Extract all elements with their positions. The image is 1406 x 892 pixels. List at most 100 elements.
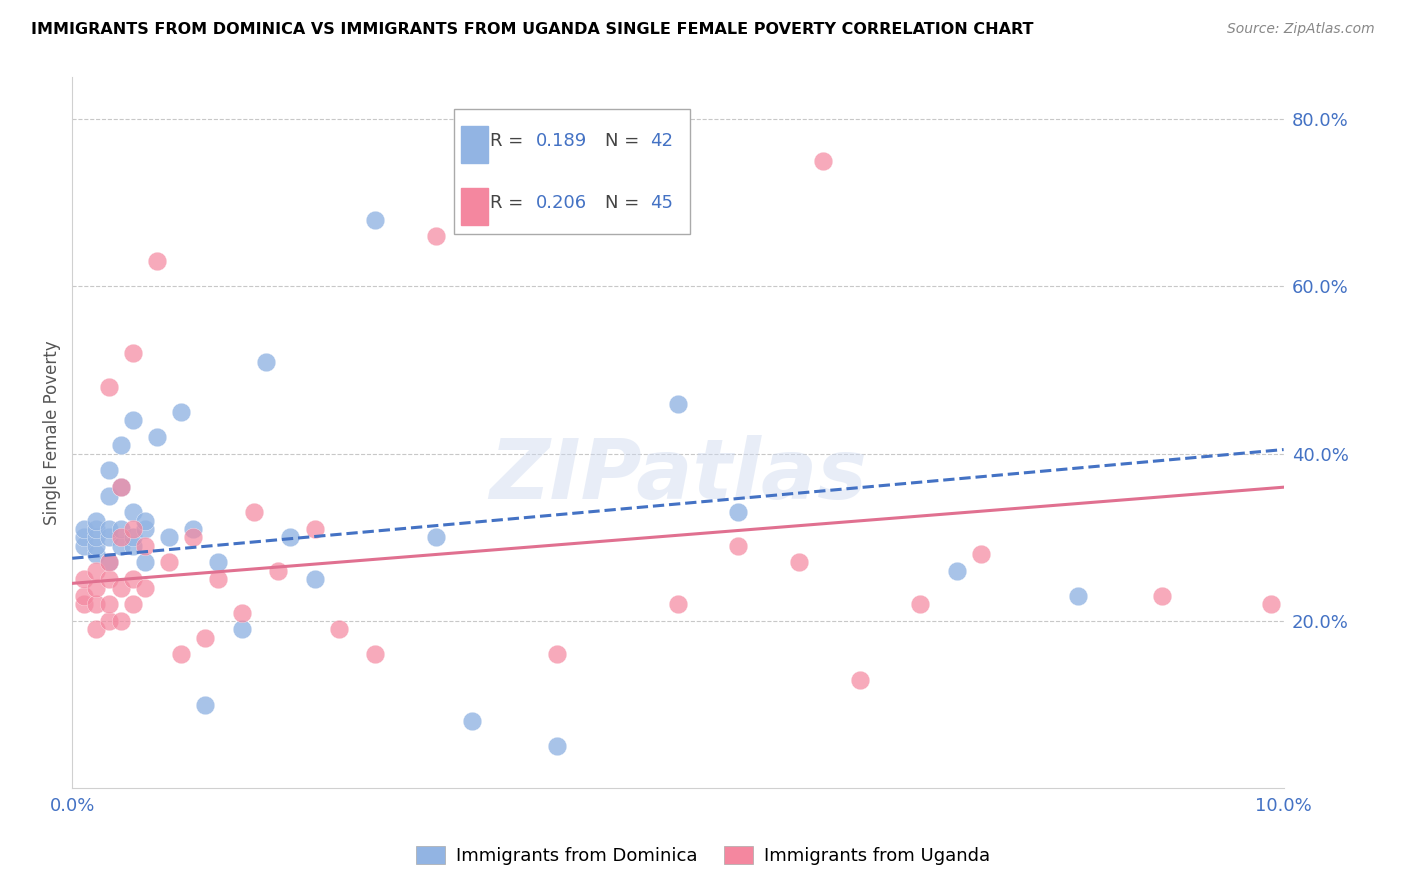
Y-axis label: Single Female Poverty: Single Female Poverty <box>44 341 60 525</box>
Point <box>86 597 108 611</box>
Point <box>121 522 143 536</box>
Point <box>848 673 870 687</box>
Point <box>727 539 749 553</box>
Point <box>73 530 96 544</box>
Point <box>86 564 108 578</box>
Point <box>970 547 993 561</box>
Point <box>134 539 156 553</box>
Text: 45: 45 <box>650 194 673 212</box>
Point <box>73 589 96 603</box>
Point <box>110 581 132 595</box>
FancyBboxPatch shape <box>454 110 690 234</box>
Point <box>110 539 132 553</box>
Point <box>97 572 120 586</box>
Point <box>86 522 108 536</box>
Point <box>97 463 120 477</box>
Point <box>110 530 132 544</box>
Point <box>121 413 143 427</box>
Point <box>170 405 193 419</box>
Point <box>908 597 931 611</box>
Point <box>97 489 120 503</box>
Point <box>134 522 156 536</box>
Point <box>666 396 689 410</box>
Point <box>231 606 253 620</box>
Point <box>121 572 143 586</box>
Bar <box>461 126 488 163</box>
Point <box>73 522 96 536</box>
Text: N =: N = <box>605 132 645 150</box>
Point <box>945 564 967 578</box>
Point <box>461 714 484 729</box>
Point <box>97 614 120 628</box>
Point <box>146 430 169 444</box>
Point <box>267 564 290 578</box>
Point <box>207 556 229 570</box>
Point <box>157 556 180 570</box>
Point <box>86 514 108 528</box>
Point <box>73 539 96 553</box>
Point <box>121 597 143 611</box>
Text: N =: N = <box>605 194 645 212</box>
Text: 0.189: 0.189 <box>536 132 588 150</box>
Point <box>364 212 387 227</box>
Point <box>86 623 108 637</box>
Text: 0.206: 0.206 <box>536 194 588 212</box>
Point <box>134 556 156 570</box>
Point <box>110 438 132 452</box>
Text: R =: R = <box>491 132 529 150</box>
Point <box>304 522 326 536</box>
Point <box>97 556 120 570</box>
Point <box>97 556 120 570</box>
Point <box>73 572 96 586</box>
Point <box>183 522 205 536</box>
Point <box>546 739 568 754</box>
Point <box>813 154 835 169</box>
Text: Source: ZipAtlas.com: Source: ZipAtlas.com <box>1227 22 1375 37</box>
Point <box>110 480 132 494</box>
Point <box>278 530 301 544</box>
Point <box>97 380 120 394</box>
Point <box>364 648 387 662</box>
Point <box>86 539 108 553</box>
Text: R =: R = <box>491 194 529 212</box>
Point <box>207 572 229 586</box>
Point <box>1152 589 1174 603</box>
Point <box>425 530 447 544</box>
Text: ZIPatlas: ZIPatlas <box>489 435 868 516</box>
Point <box>121 505 143 519</box>
Bar <box>461 188 488 226</box>
Point <box>194 698 217 712</box>
Point <box>134 514 156 528</box>
Point <box>86 581 108 595</box>
Point <box>121 539 143 553</box>
Point <box>134 581 156 595</box>
Point <box>243 505 266 519</box>
Point <box>86 530 108 544</box>
Point <box>97 522 120 536</box>
Point <box>110 614 132 628</box>
Point <box>328 623 350 637</box>
Point <box>97 597 120 611</box>
Point <box>110 480 132 494</box>
Point <box>110 522 132 536</box>
Point <box>121 530 143 544</box>
Point <box>1066 589 1088 603</box>
Point <box>425 229 447 244</box>
Point <box>666 597 689 611</box>
Point <box>304 572 326 586</box>
Point <box>121 346 143 360</box>
Point <box>254 355 277 369</box>
Point <box>73 597 96 611</box>
Point <box>157 530 180 544</box>
Point <box>183 530 205 544</box>
Point <box>727 505 749 519</box>
Text: IMMIGRANTS FROM DOMINICA VS IMMIGRANTS FROM UGANDA SINGLE FEMALE POVERTY CORRELA: IMMIGRANTS FROM DOMINICA VS IMMIGRANTS F… <box>31 22 1033 37</box>
Point <box>231 623 253 637</box>
Point <box>546 648 568 662</box>
Legend: Immigrants from Dominica, Immigrants from Uganda: Immigrants from Dominica, Immigrants fro… <box>409 839 997 872</box>
Point <box>787 556 810 570</box>
Point <box>1260 597 1282 611</box>
Point <box>170 648 193 662</box>
Point <box>97 530 120 544</box>
Point <box>194 631 217 645</box>
